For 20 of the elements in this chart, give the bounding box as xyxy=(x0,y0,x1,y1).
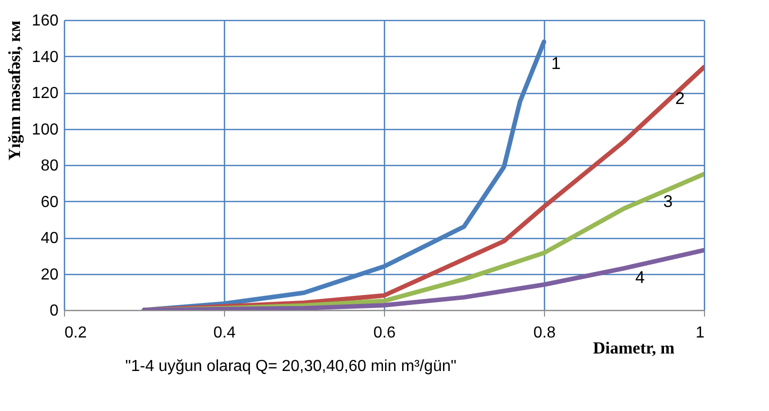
y-tick-label: 140 xyxy=(32,48,59,66)
x-tick-label: 0.8 xyxy=(533,324,556,342)
line-series xyxy=(142,248,704,310)
x-axis-title: Diametr, m xyxy=(592,338,674,358)
text: "1-4 uyğun olaraq Q= 20,30,40,60 min m³/gün" xyxy=(125,358,456,375)
series-label: 1 xyxy=(551,54,561,73)
y-tick-label: 80 xyxy=(40,158,59,174)
x-tick-label: 1 xyxy=(696,324,705,342)
x-tick-label: 0.2 xyxy=(64,324,87,342)
y-tick-label: 160 xyxy=(32,12,59,30)
y-tick-label: 120 xyxy=(32,85,59,102)
y-axis-title: Yığım məsafəsi, км xyxy=(4,20,24,160)
y-tick-label: 20 xyxy=(40,266,59,284)
x-tick-label: 0.6 xyxy=(373,324,396,342)
series-label: 2 xyxy=(675,89,685,108)
y-tick-label: 0 xyxy=(50,302,59,320)
y-tick-label: 100 xyxy=(32,121,59,138)
y-tick-label: 40 xyxy=(40,230,59,247)
y-tick-label: 60 xyxy=(40,194,59,211)
x-tick-label: 0.4 xyxy=(213,324,236,342)
